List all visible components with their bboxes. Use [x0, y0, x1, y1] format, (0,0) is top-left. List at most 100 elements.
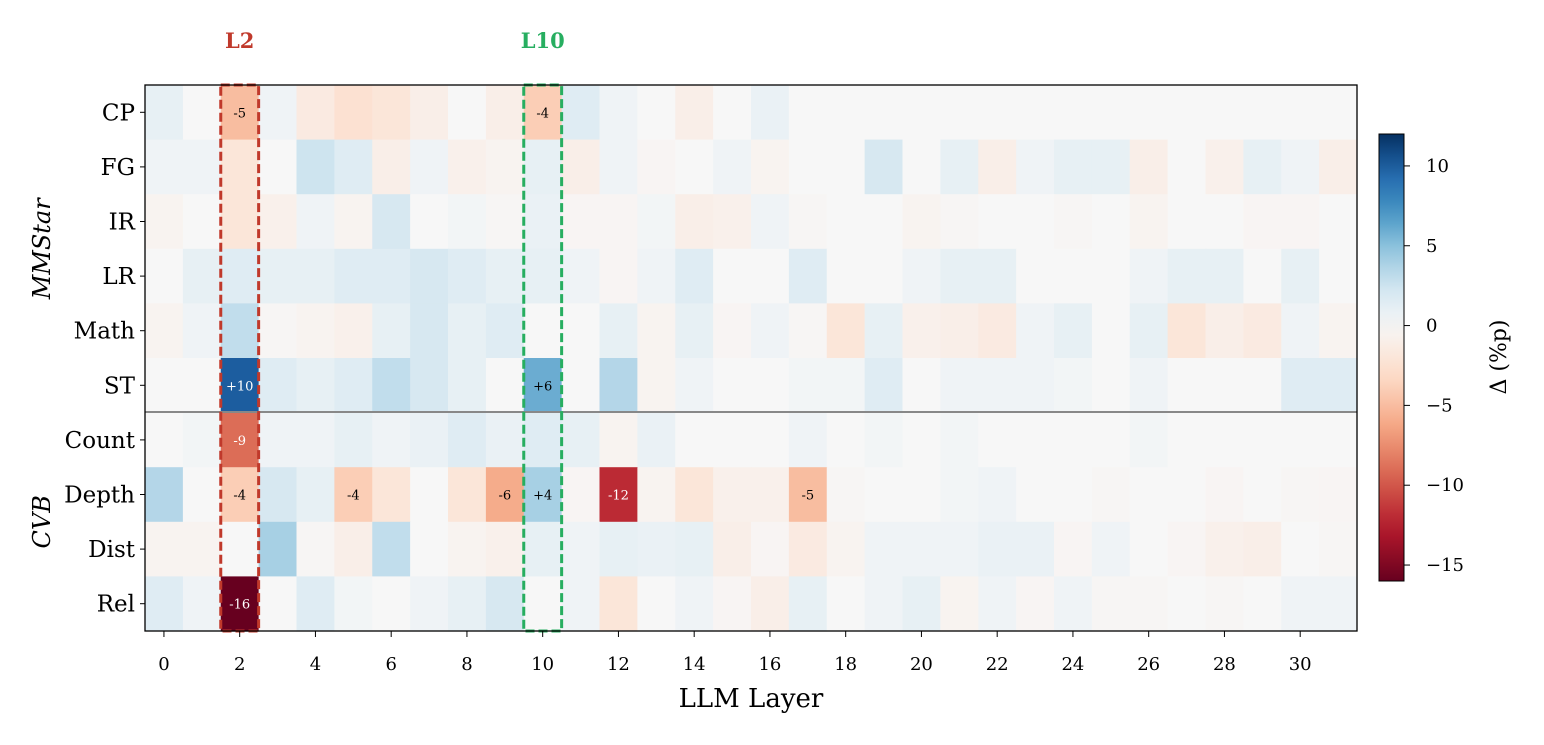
heatmap-cell	[220, 85, 260, 141]
heatmap-cell	[1205, 85, 1244, 141]
heatmap-cell	[220, 303, 260, 359]
heatmap-cell	[1281, 521, 1320, 577]
heatmap-cell	[675, 467, 714, 523]
heatmap-cell	[220, 521, 260, 577]
heatmap-cell	[1243, 576, 1282, 632]
x-tick-label: 20	[910, 654, 933, 675]
cell-annotation: +4	[533, 489, 552, 504]
heatmap-cell	[182, 576, 222, 632]
colorbar-tick-label: 5	[1426, 236, 1437, 257]
x-tick-label: 12	[607, 654, 630, 675]
heatmap-cell	[485, 576, 525, 632]
heatmap-cell	[258, 85, 298, 141]
heatmap-cell	[1016, 467, 1055, 523]
heatmap-cell	[1129, 248, 1169, 304]
heatmap-cell	[1205, 467, 1244, 523]
heatmap-cell	[1091, 412, 1131, 468]
heatmap-cell	[523, 412, 563, 468]
heatmap-cell	[637, 576, 676, 632]
heatmap-cell	[372, 521, 411, 577]
heatmap-cell	[978, 85, 1017, 141]
heatmap-cell	[1205, 412, 1244, 468]
heatmap-cell	[523, 85, 563, 141]
heatmap-cell	[372, 85, 411, 141]
heatmap-cell	[182, 248, 222, 304]
heatmap-cell	[599, 358, 638, 414]
plot-frame	[144, 84, 1358, 632]
heatmap-cell	[1319, 139, 1358, 195]
cell-annotation: -9	[233, 434, 246, 449]
heatmap-cell	[1243, 521, 1282, 577]
heatmap-cell	[713, 521, 752, 577]
heatmap-cell	[599, 85, 638, 141]
heatmap-cell	[675, 358, 714, 414]
heatmap-cell	[1319, 467, 1358, 523]
x-tick-label: 26	[1137, 654, 1160, 675]
heatmap-cell	[1091, 576, 1131, 632]
heatmap-cell	[902, 358, 941, 414]
colorbar-tick-label: 0	[1426, 316, 1437, 337]
heatmap-cell	[372, 248, 411, 304]
heatmap-cell	[410, 248, 449, 304]
heatmap-cell	[410, 194, 449, 250]
cell-annotation: -4	[347, 489, 360, 504]
heatmap-cell	[296, 358, 335, 414]
heatmap-cell	[448, 139, 487, 195]
heatmap-cell	[1091, 248, 1131, 304]
heatmap-cell	[826, 358, 866, 414]
heatmap-cell	[334, 467, 373, 523]
heatmap-cell	[258, 576, 298, 632]
heatmap-cell	[523, 521, 563, 577]
heatmap-cell	[864, 303, 904, 359]
heatmap-cell	[561, 467, 601, 523]
heatmap-cell	[1016, 576, 1055, 632]
heatmap-cell	[675, 194, 714, 250]
heatmap-cell	[372, 303, 411, 359]
heatmap-cell	[902, 467, 941, 523]
heatmap-cell	[864, 248, 904, 304]
cell-annotations: -5 -4 +10 +6 -9 -4 -4 -6 +4 -12 -5 -16	[226, 106, 814, 612]
heatmap-cell	[1091, 467, 1131, 523]
heatmap-cell	[1167, 467, 1207, 523]
heatmap-cell	[940, 521, 979, 577]
heatmap-cell	[864, 194, 904, 250]
heatmap-cell	[182, 194, 222, 250]
heatmap-cell	[1091, 521, 1131, 577]
heatmap-cell	[1016, 85, 1055, 141]
heatmap-cell	[1167, 412, 1207, 468]
colorbar-tick-label: −10	[1426, 475, 1464, 496]
heatmap-cell	[334, 85, 373, 141]
x-tick-label: 14	[683, 654, 706, 675]
heatmap-cell	[826, 412, 866, 468]
heatmap-cell	[713, 139, 752, 195]
cell-annotation: -16	[229, 598, 250, 613]
heatmap-cell	[296, 521, 335, 577]
heatmap-cell	[1243, 248, 1282, 304]
heatmap-cell	[1281, 248, 1320, 304]
heatmap-cell	[258, 412, 298, 468]
heatmap-cell	[296, 412, 335, 468]
heatmap-cell	[637, 85, 676, 141]
heatmap-cell	[485, 194, 525, 250]
row-label: IR	[109, 210, 136, 236]
cell-annotation: +6	[533, 379, 552, 394]
heatmap-cell	[599, 412, 638, 468]
x-tick-label: 24	[1061, 654, 1084, 675]
heatmap-cell	[1016, 521, 1055, 577]
row-label: Count	[65, 428, 136, 454]
heatmap-cell	[713, 412, 752, 468]
heatmap-cell	[940, 248, 979, 304]
heatmap-cell	[1319, 85, 1358, 141]
heatmap-cell	[1281, 85, 1320, 141]
heatmap-cell	[978, 412, 1017, 468]
heatmap-cell	[751, 85, 790, 141]
heatmap-cell	[637, 248, 676, 304]
row-label: ST	[104, 373, 136, 399]
heatmap-cell	[788, 194, 828, 250]
x-tick-label: 0	[158, 654, 169, 675]
heatmap-cell	[1205, 139, 1244, 195]
heatmap-cell	[1167, 576, 1207, 632]
group-labels: MMStar CVB	[28, 197, 56, 549]
heatmap-cell	[675, 139, 714, 195]
heatmap-cell	[978, 303, 1017, 359]
